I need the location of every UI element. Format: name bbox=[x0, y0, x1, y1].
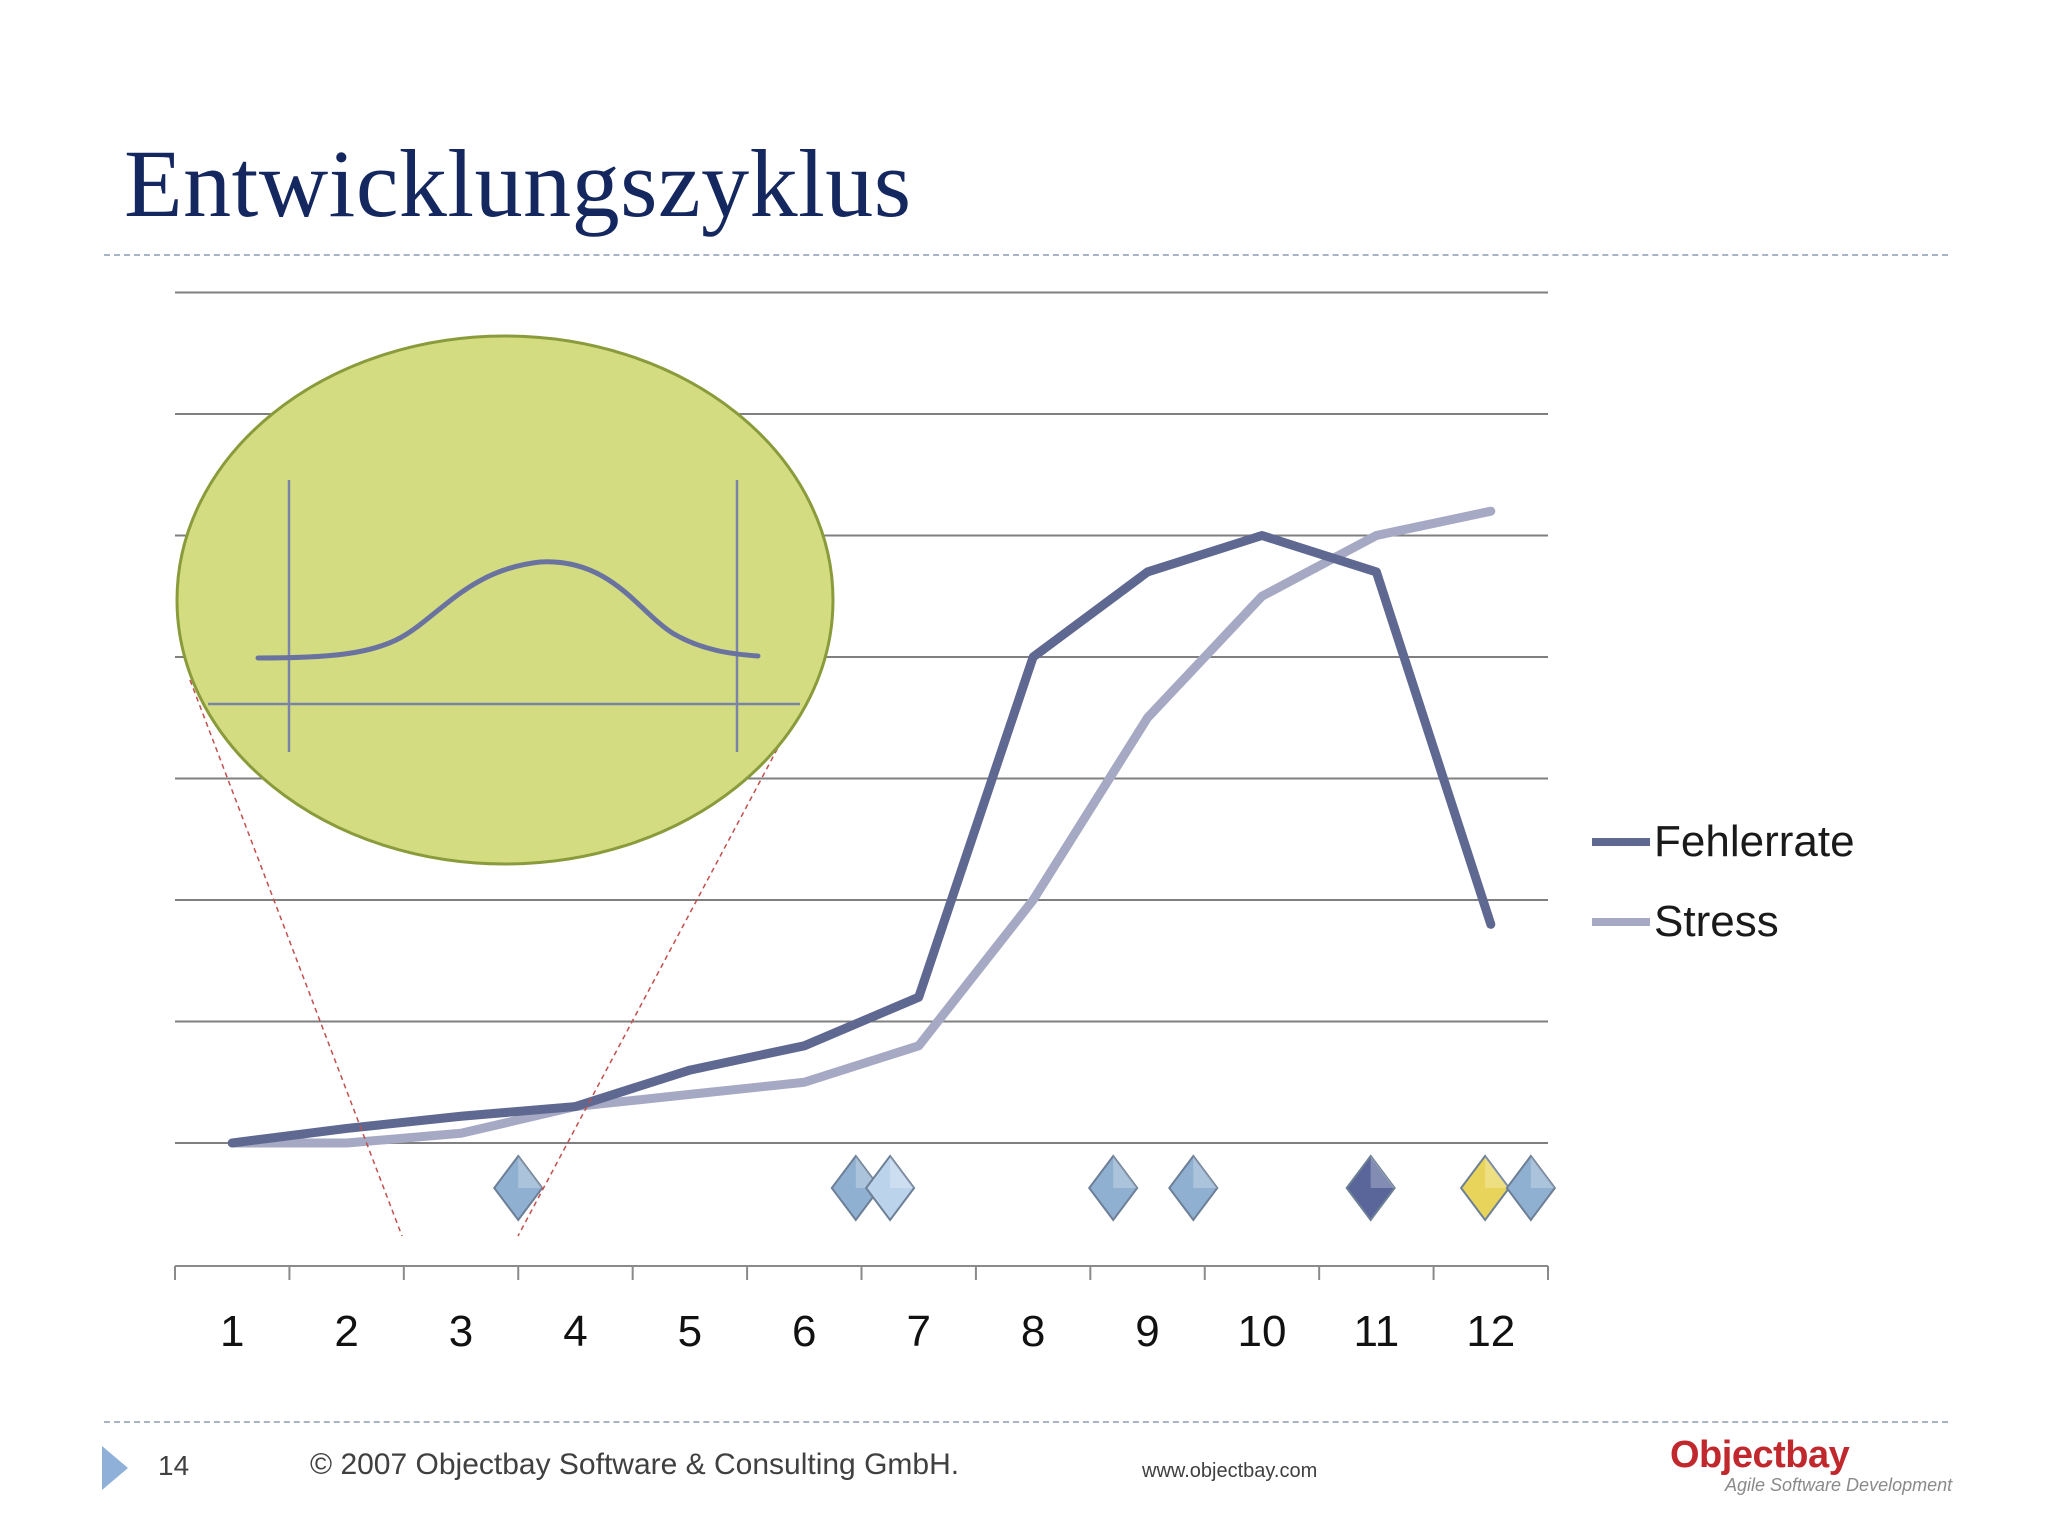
website-url: www.objectbay.com bbox=[1142, 1460, 1318, 1482]
x-tick-label: 6 bbox=[792, 1307, 816, 1356]
milestone-diamond-shape bbox=[1505, 1154, 1557, 1222]
x-tick-label: 3 bbox=[449, 1307, 473, 1356]
inset-ellipse bbox=[175, 334, 835, 866]
milestone-diamond-shape bbox=[493, 1154, 544, 1222]
company-logo: Objectbay bbox=[1670, 1434, 1850, 1476]
x-tick-label: 5 bbox=[678, 1307, 702, 1356]
milestone-diamond-highlight bbox=[1193, 1156, 1218, 1188]
milestone-markers bbox=[493, 1154, 1557, 1222]
chart-series bbox=[227, 506, 1496, 1148]
zoom-inset bbox=[175, 334, 835, 1237]
milestone-diamond-shape bbox=[830, 1154, 882, 1222]
milestone-diamond-highlight bbox=[1485, 1156, 1510, 1188]
series-line-fehlerrate bbox=[227, 531, 1496, 1148]
milestone-diamond-shape bbox=[1087, 1154, 1139, 1222]
milestone-diamond-highlight bbox=[518, 1156, 543, 1188]
x-tick-label: 10 bbox=[1237, 1307, 1286, 1356]
milestone-diamond bbox=[1168, 1154, 1219, 1222]
title-divider bbox=[104, 254, 1948, 256]
milestone-diamond-highlight bbox=[1370, 1156, 1395, 1188]
x-tick-label: 2 bbox=[334, 1307, 358, 1356]
milestone-diamond-highlight bbox=[890, 1156, 915, 1188]
x-tick-label: 1 bbox=[220, 1307, 244, 1356]
x-tick-label: 11 bbox=[1354, 1307, 1400, 1356]
milestone-diamond-shape bbox=[1345, 1154, 1396, 1222]
x-axis: 1 2 3 4 5 6 7 8 9 10 11 12 bbox=[174, 1265, 1549, 1356]
milestone-diamond-highlight bbox=[1113, 1156, 1138, 1188]
copyright-text: © 2007 Objectbay Software & Consulting G… bbox=[310, 1448, 960, 1481]
milestone-diamond bbox=[830, 1154, 882, 1222]
x-tick-label: 12 bbox=[1466, 1307, 1515, 1356]
zoom-line-left bbox=[189, 679, 403, 1237]
milestone-diamond bbox=[493, 1154, 544, 1222]
series-line-stress bbox=[227, 506, 1496, 1148]
legend-label-fehlerrate: Fehlerrate bbox=[1654, 817, 1855, 866]
x-tick-label: 9 bbox=[1135, 1307, 1159, 1356]
legend-label-stress: Stress bbox=[1654, 897, 1779, 946]
milestone-diamond bbox=[1459, 1154, 1511, 1222]
x-tick-label: 8 bbox=[1021, 1307, 1045, 1356]
x-tick-label: 7 bbox=[906, 1307, 930, 1356]
zoom-line-right bbox=[517, 724, 791, 1237]
x-tick-label: 4 bbox=[563, 1307, 587, 1356]
company-logo-tagline: Agile Software Development bbox=[1725, 1475, 1953, 1495]
milestone-diamond-shape bbox=[1459, 1154, 1511, 1222]
milestone-diamond bbox=[1345, 1154, 1396, 1222]
milestone-diamond-highlight bbox=[1530, 1156, 1555, 1188]
milestone-diamond-shape bbox=[1168, 1154, 1219, 1222]
milestone-diamond bbox=[1087, 1154, 1139, 1222]
inset-bell-curve bbox=[255, 559, 761, 661]
milestone-diamond bbox=[1505, 1154, 1557, 1222]
footer-arrow-icon bbox=[102, 1446, 128, 1490]
slide-title: Entwicklungszyklus bbox=[124, 130, 912, 237]
footer-divider bbox=[104, 1421, 1948, 1423]
milestone-diamond-shape bbox=[864, 1154, 916, 1222]
milestone-diamond bbox=[864, 1154, 916, 1222]
page-number: 14 bbox=[158, 1450, 190, 1481]
chart-legend: Fehlerrate Stress bbox=[1592, 817, 1855, 946]
